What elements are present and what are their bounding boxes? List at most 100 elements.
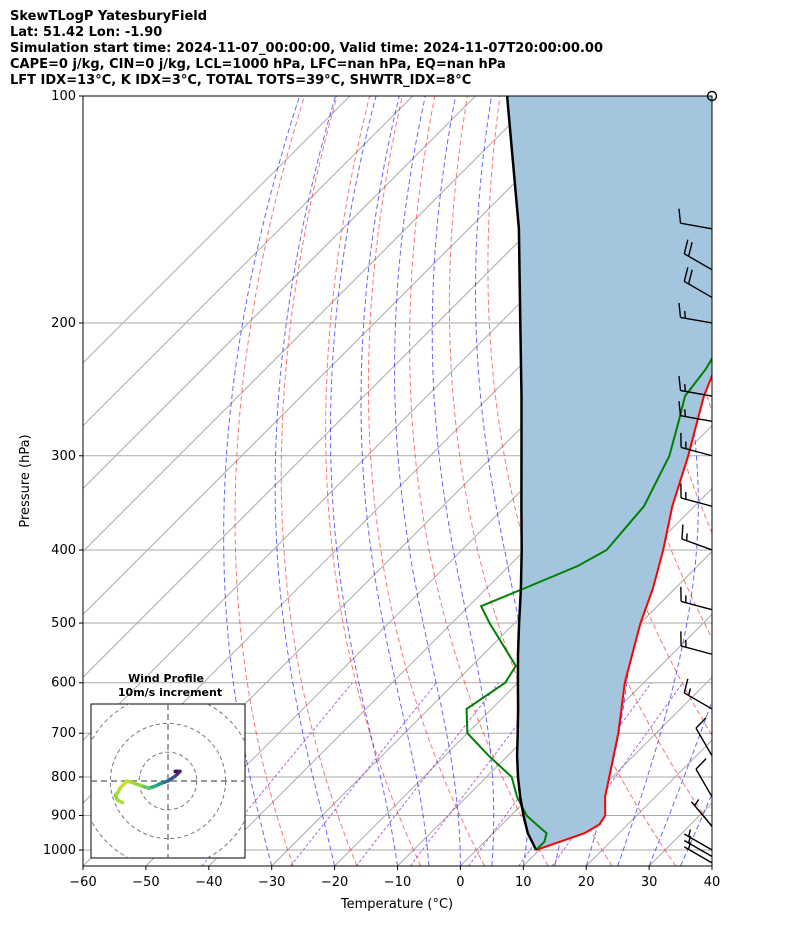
wind-barb-flag: [687, 269, 693, 285]
indices-line-1: CAPE=0 j/kg, CIN=0 j/kg, LCL=1000 hPa, L…: [10, 57, 506, 72]
wind-barb: [680, 483, 713, 507]
x-tick-label: 30: [641, 875, 658, 890]
wind-barb-staff: [695, 768, 713, 798]
x-tick-label: −40: [195, 875, 222, 890]
wind-barb-flag: [678, 375, 682, 391]
isotherm: [334, 487, 712, 866]
wind-barb: [683, 829, 713, 851]
y-tick-label: 300: [51, 449, 76, 464]
wind-barb-flag: [695, 758, 707, 770]
y-tick-label: 400: [51, 543, 76, 558]
wind-barbs: [678, 90, 718, 864]
location-subtitle: Lat: 51.42 Lon: -1.90: [10, 25, 163, 40]
y-tick-label: 1000: [43, 843, 76, 858]
wind-barb-staff: [680, 446, 713, 457]
wind-barb: [681, 524, 713, 551]
wind-barb-staff: [680, 600, 713, 611]
moist-adiabat: [394, 96, 461, 866]
wind-barb-staff: [680, 222, 713, 230]
wind-barb-flag: [683, 267, 689, 282]
wind-barb-half-flag: [685, 533, 688, 541]
isotherm: [83, 96, 602, 616]
wind-barb-flag: [678, 208, 682, 224]
wind-barb-flag: [683, 678, 689, 694]
wind-barb-half-flag: [683, 409, 687, 417]
wind-barb: [683, 842, 713, 864]
wind-barb-staff: [695, 727, 713, 757]
moist-adiabat: [680, 792, 712, 866]
x-tick-label: 10: [515, 875, 532, 890]
moist-adiabat: [330, 96, 398, 866]
isotherm: [522, 676, 712, 866]
wind-barb-flag: [678, 302, 682, 318]
dry-adiabat: [234, 96, 305, 866]
dewpoint-line: [465, 356, 712, 851]
wind-barb-calm: [706, 90, 718, 102]
profile-lines: [465, 96, 712, 851]
chart-title: SkewTLogP YatesburyField: [10, 9, 208, 24]
x-tick-label: −50: [132, 875, 159, 890]
wind-barb-staff: [680, 497, 713, 507]
x-tick-label: −30: [258, 875, 285, 890]
time-subtitle: Simulation start time: 2024-11-07_00:00:…: [10, 41, 603, 56]
wind-barb: [680, 631, 713, 655]
wind-barb-staff: [680, 415, 713, 422]
y-tick-label: 900: [51, 809, 76, 824]
moist-adiabat: [617, 96, 699, 866]
wind-barb-staff: [683, 833, 713, 851]
y-axis: 100 200 300 400 500 600 700 800 900 1000: [43, 89, 83, 858]
moist-adiabat: [648, 699, 712, 866]
wind-barb-flag: [687, 241, 693, 257]
parcel-line: [505, 96, 538, 851]
hodograph-title: Wind Profile: [128, 672, 204, 685]
wind-barb: [683, 678, 713, 710]
wind-barb-staff: [680, 316, 713, 324]
dry-adiabat: [280, 96, 358, 866]
wind-barb-flag: [681, 524, 684, 540]
wind-barb-half-flag: [683, 384, 687, 392]
isotherm: [711, 865, 712, 866]
dry-adiabat: [662, 96, 712, 414]
isotherm: [83, 96, 476, 490]
wind-barb: [695, 758, 713, 798]
wind-barb-half-flag: [687, 835, 692, 844]
dry-adiabat: [409, 96, 549, 866]
wind-barb: [690, 799, 713, 827]
x-tick-label: 40: [704, 875, 721, 890]
wind-barb-half-flag: [687, 842, 692, 850]
wind-barb-flag: [683, 239, 689, 254]
moist-adiabat: [274, 96, 337, 866]
isotherm: [83, 96, 351, 364]
wind-barb: [683, 835, 713, 858]
wind-barb-staff: [680, 645, 713, 655]
mixing-ratio-line: [290, 682, 437, 866]
dry-adiabat: [325, 96, 422, 866]
wind-barb-staff: [683, 692, 713, 710]
wind-barb: [678, 401, 713, 422]
wind-barb: [680, 586, 713, 611]
moist-adiabat: [360, 96, 430, 866]
y-tick-label: 600: [51, 676, 76, 691]
x-axis-label: Temperature (°C): [340, 897, 453, 912]
wind-barb-staff: [683, 280, 713, 299]
y-tick-label: 800: [51, 770, 76, 785]
wind-barb-half-flag: [687, 829, 692, 837]
wind-barb-staff: [683, 846, 713, 864]
wind-barb-flag: [678, 401, 682, 416]
wind-barb-half-flag: [687, 688, 692, 696]
x-tick-label: 20: [578, 875, 595, 890]
hodograph: [91, 704, 245, 858]
moist-adiabat: [431, 96, 495, 866]
hodograph-segment: [115, 798, 125, 805]
wind-barb-staff: [680, 389, 713, 397]
wind-barb: [683, 239, 713, 271]
wind-barb: [678, 302, 713, 324]
moist-adiabat: [223, 96, 301, 866]
wind-barb-staff: [681, 538, 713, 551]
y-axis-label: Pressure (hPa): [18, 434, 33, 527]
wind-barb: [695, 717, 713, 757]
wind-barb-half-flag: [683, 310, 687, 319]
wind-barb: [683, 267, 713, 299]
wind-barb-staff: [690, 801, 713, 827]
